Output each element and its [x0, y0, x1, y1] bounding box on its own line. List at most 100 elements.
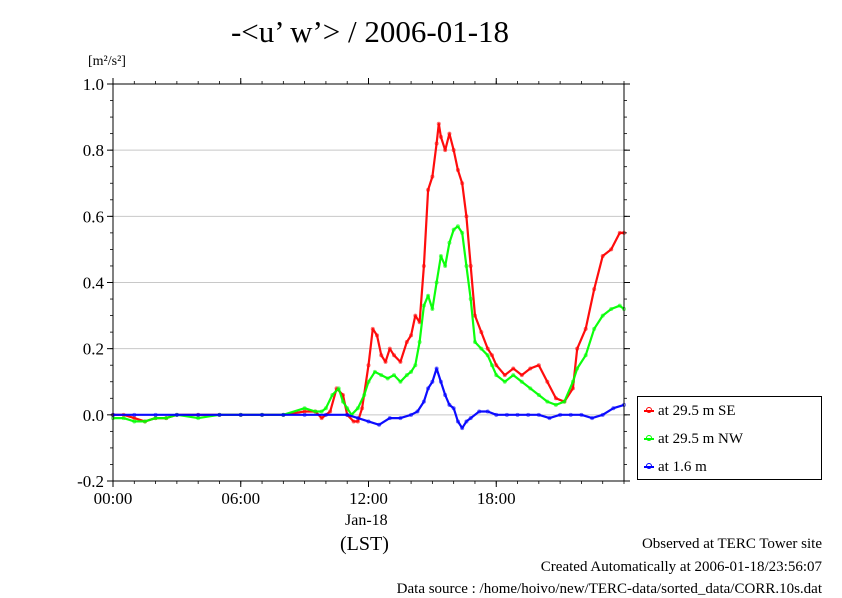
series-1-point-36	[434, 280, 439, 285]
series-1-point-22	[362, 392, 367, 397]
series-2-point-38	[547, 416, 552, 421]
series-2-point-33	[494, 412, 499, 417]
series-0-point-41	[447, 131, 452, 136]
y-tick-label-3: 0.4	[83, 274, 105, 293]
x-tick-label-2: 12:00	[349, 489, 388, 508]
series-1-point-64	[617, 303, 622, 308]
series-1-point-38	[443, 263, 448, 268]
chart-title: -<u’ w’> / 2006-01-18	[230, 14, 510, 49]
series-1-point-45	[472, 340, 477, 345]
series-2-point-10	[323, 412, 328, 417]
series-2-point-17	[409, 412, 414, 417]
series-2-point-7	[260, 412, 265, 417]
series-1-point-28	[398, 379, 403, 384]
series-1-point-29	[404, 373, 409, 378]
series-1-point-33	[421, 303, 426, 308]
legend-swatch-1-6m	[644, 463, 654, 469]
series-1-point-15	[323, 406, 328, 411]
series-0-point-42	[451, 148, 456, 153]
series-2-point-16	[398, 416, 403, 421]
series-0-point-51	[494, 363, 499, 368]
series-2-point-11	[345, 412, 350, 417]
series-0-point-53	[511, 366, 516, 371]
series-2-point-43	[600, 412, 605, 417]
series-0-point-27	[387, 346, 392, 351]
x-axis-timezone-label: (LST)	[340, 533, 389, 555]
series-0-point-37	[434, 141, 439, 146]
series-1-point-48	[489, 363, 494, 368]
series-1-point-61	[592, 326, 597, 331]
series-0-point-57	[545, 379, 550, 384]
series-0-point-60	[570, 386, 575, 391]
series-0-point-34	[421, 263, 426, 268]
series-2-point-5	[217, 412, 222, 417]
series-1-point-62	[600, 313, 605, 318]
series-0-point-38	[436, 121, 441, 126]
series-0-point-22	[366, 363, 371, 368]
series-0-point-52	[502, 373, 507, 378]
series-0-point-15	[328, 409, 333, 414]
legend-item-1-6m: at 1.6 m	[644, 457, 707, 477]
series-2-point-13	[366, 419, 371, 424]
series-1-point-55	[545, 399, 550, 404]
series-0-point-35	[426, 187, 431, 192]
series-line-2	[113, 367, 625, 430]
series-2-point-29	[464, 419, 469, 424]
series-0-point-58	[553, 396, 558, 401]
series-0-point-49	[485, 346, 490, 351]
series-2-point-14	[377, 422, 382, 427]
y-tick-label-1: 0.0	[83, 406, 104, 425]
series-1-point-13	[313, 409, 318, 414]
series-1-point-1	[121, 416, 126, 421]
y-tick-label-0: -0.2	[77, 472, 104, 491]
series-2-point-12	[355, 416, 360, 421]
series-1-point-27	[392, 373, 397, 378]
series-2-point-30	[468, 416, 473, 421]
series-1-point-50	[502, 379, 507, 384]
series-0-point-21	[360, 406, 365, 411]
series-2-point-41	[579, 412, 584, 417]
series-2-point-22	[434, 366, 439, 371]
series-2-point-24	[443, 392, 448, 397]
series-1-point-40	[451, 227, 456, 232]
series-1-point-44	[468, 297, 473, 302]
legend-item-nw: at 29.5 m NW	[644, 429, 743, 449]
series-0-point-54	[519, 373, 524, 378]
series-1-point-17	[336, 386, 341, 391]
y-tick-label-6: 1.0	[83, 75, 104, 94]
series-1-point-57	[562, 399, 567, 404]
series-0-point-29	[398, 359, 403, 364]
footer-source: Data source : /home/hoivo/new/TERC-data/…	[396, 581, 822, 597]
series-0-point-23	[370, 326, 375, 331]
series-2-point-23	[438, 379, 443, 384]
series-1-point-2	[132, 419, 137, 424]
series-1-point-51	[511, 373, 516, 378]
series-2-point-15	[387, 416, 392, 421]
series-0-point-63	[592, 287, 597, 292]
series-2-point-19	[421, 399, 426, 404]
series-1-point-18	[340, 399, 345, 404]
series-1-point-59	[575, 366, 580, 371]
series-1-point-24	[372, 369, 377, 374]
series-0-point-28	[392, 353, 397, 358]
series-0-point-36	[430, 174, 435, 179]
y-tick-label-2: 0.2	[83, 340, 104, 359]
series-1-point-63	[609, 306, 614, 311]
series-0-point-44	[460, 181, 465, 186]
series-1-point-26	[385, 376, 390, 381]
series-0-point-65	[609, 247, 614, 252]
series-2-point-4	[196, 412, 201, 417]
series-2-point-32	[485, 409, 490, 414]
series-0-point-62	[583, 326, 588, 331]
series-1-point-41	[455, 224, 460, 229]
legend-label-se: at 29.5 m SE	[658, 402, 736, 419]
series-2-point-40	[568, 412, 573, 417]
series-2-point-8	[281, 412, 286, 417]
series-1-point-47	[485, 353, 490, 358]
series-1-point-56	[553, 402, 558, 407]
series-0-point-14	[319, 416, 324, 421]
series-1-point-31	[413, 363, 418, 368]
series-1-point-23	[366, 379, 371, 384]
series-0-point-30	[404, 340, 409, 345]
